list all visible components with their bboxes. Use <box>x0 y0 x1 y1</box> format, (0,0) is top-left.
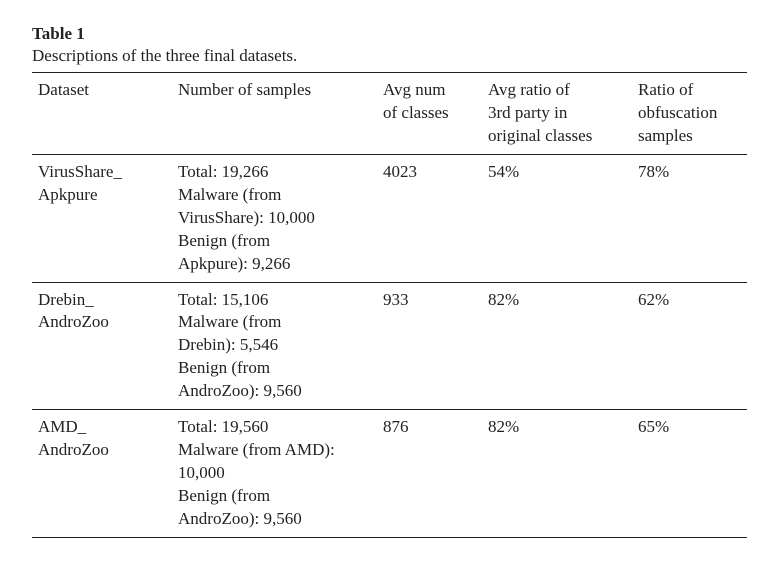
cell-text: Malware (from AMD): <box>178 439 371 462</box>
table-label: Table 1 <box>32 24 743 44</box>
cell-samples: Total: 19,266 Malware (from VirusShare):… <box>172 154 377 282</box>
col-header-text: Avg ratio of <box>488 79 626 102</box>
col-header-text: of classes <box>383 102 476 125</box>
cell-text: Total: 19,560 <box>178 416 371 439</box>
cell-text: VirusShare): 10,000 <box>178 207 371 230</box>
cell-text: Apkpure): 9,266 <box>178 253 371 276</box>
cell-dataset: VirusShare_ Apkpure <box>32 154 172 282</box>
cell-text: VirusShare_ <box>38 161 166 184</box>
table-caption: Descriptions of the three final datasets… <box>32 46 743 66</box>
cell-text: Malware (from <box>178 311 371 334</box>
col-header-text: Dataset <box>38 79 166 102</box>
cell-avg-ratio-3rd: 82% <box>482 410 632 538</box>
cell-ratio-obf: 65% <box>632 410 747 538</box>
col-header-text: Ratio of <box>638 79 741 102</box>
cell-text: Malware (from <box>178 184 371 207</box>
cell-text: AndroZoo <box>38 311 166 334</box>
table-row: VirusShare_ Apkpure Total: 19,266 Malwar… <box>32 154 747 282</box>
col-header-avg-classes: Avg num of classes <box>377 73 482 155</box>
table-header-row: Dataset Number of samples Avg num of cla… <box>32 73 747 155</box>
cell-text: Drebin_ <box>38 289 166 312</box>
col-header-text: Avg num <box>383 79 476 102</box>
table-row: AMD_ AndroZoo Total: 19,560 Malware (fro… <box>32 410 747 538</box>
col-header-text: original classes <box>488 125 626 148</box>
cell-text: Apkpure <box>38 184 166 207</box>
cell-text: 10,000 <box>178 462 371 485</box>
cell-text: AndroZoo): 9,560 <box>178 508 371 531</box>
cell-text: Total: 19,266 <box>178 161 371 184</box>
cell-text: Drebin): 5,546 <box>178 334 371 357</box>
cell-avg-ratio-3rd: 82% <box>482 282 632 410</box>
cell-text: AndroZoo): 9,560 <box>178 380 371 403</box>
col-header-ratio-obf: Ratio of obfuscation samples <box>632 73 747 155</box>
cell-dataset: AMD_ AndroZoo <box>32 410 172 538</box>
col-header-dataset: Dataset <box>32 73 172 155</box>
cell-avg-ratio-3rd: 54% <box>482 154 632 282</box>
table-block: Table 1 Descriptions of the three final … <box>32 24 743 538</box>
cell-text: Benign (from <box>178 485 371 508</box>
col-header-text: obfuscation <box>638 102 741 125</box>
cell-text: Benign (from <box>178 357 371 380</box>
cell-ratio-obf: 78% <box>632 154 747 282</box>
data-table: Dataset Number of samples Avg num of cla… <box>32 72 747 538</box>
cell-avg-classes: 4023 <box>377 154 482 282</box>
cell-samples: Total: 19,560 Malware (from AMD): 10,000… <box>172 410 377 538</box>
cell-text: Total: 15,106 <box>178 289 371 312</box>
table-row: Drebin_ AndroZoo Total: 15,106 Malware (… <box>32 282 747 410</box>
cell-dataset: Drebin_ AndroZoo <box>32 282 172 410</box>
col-header-avg-ratio-3rd: Avg ratio of 3rd party in original class… <box>482 73 632 155</box>
col-header-text: 3rd party in <box>488 102 626 125</box>
col-header-text: samples <box>638 125 741 148</box>
cell-avg-classes: 876 <box>377 410 482 538</box>
cell-text: AMD_ <box>38 416 166 439</box>
cell-samples: Total: 15,106 Malware (from Drebin): 5,5… <box>172 282 377 410</box>
col-header-samples: Number of samples <box>172 73 377 155</box>
col-header-text: Number of samples <box>178 79 371 102</box>
cell-avg-classes: 933 <box>377 282 482 410</box>
cell-text: AndroZoo <box>38 439 166 462</box>
cell-text: Benign (from <box>178 230 371 253</box>
cell-ratio-obf: 62% <box>632 282 747 410</box>
